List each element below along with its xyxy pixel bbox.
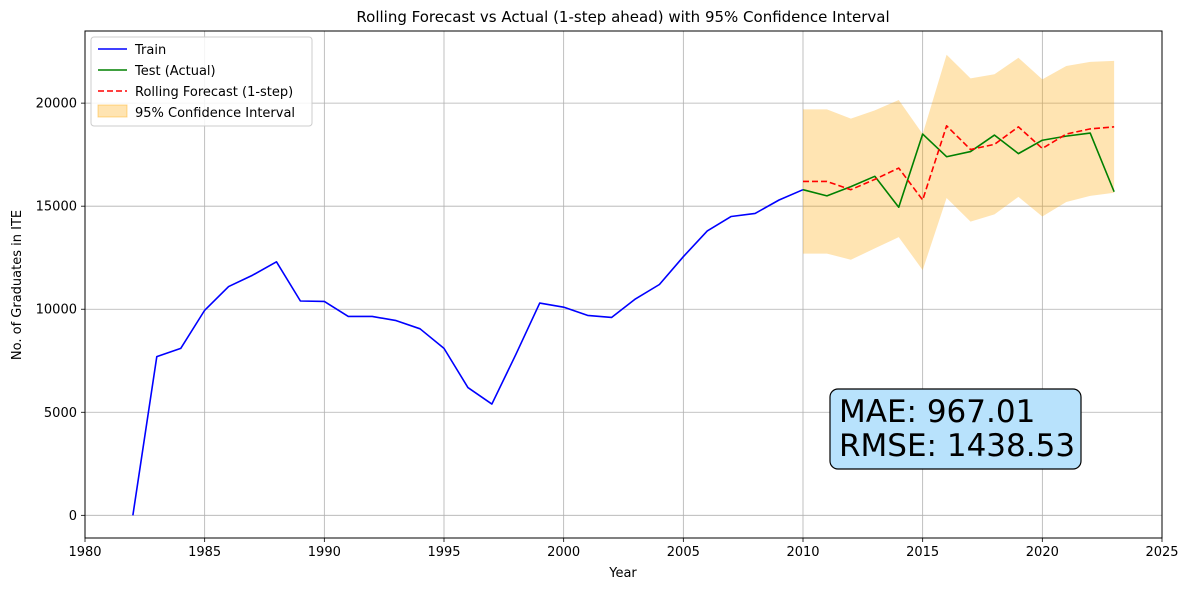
plot-frame	[84, 30, 1163, 539]
chart-title: Rolling Forecast vs Actual (1-step ahead…	[356, 8, 889, 26]
axis-ticks: 1980 1985 1990 1995 2000 2005 2010 2015 2020 2025…	[36, 97, 1179, 560]
y-tick-label: 5000	[44, 406, 77, 421]
y-tick-label: 20000	[36, 97, 77, 112]
x-tick-label: 1995	[427, 545, 460, 560]
metrics-box	[829, 388, 1082, 470]
legend-label-confidence-interval: 95% Confidence Interval	[135, 106, 295, 121]
x-tick-label: 2020	[1026, 545, 1059, 560]
x-tick-label: 1990	[308, 545, 341, 560]
y-tick-label: 0	[69, 509, 77, 524]
grid-lines	[84, 31, 1163, 538]
rmse-text: RMSE: 1438.53	[839, 428, 1075, 464]
x-tick-label: 2010	[786, 545, 819, 560]
x-tick-label: 1980	[68, 545, 101, 560]
x-tick-label: 2015	[906, 545, 939, 560]
data-layer	[132, 54, 1115, 516]
mae-text: MAE: 967.01	[839, 394, 1035, 430]
train-series-line	[132, 188, 804, 516]
legend-box	[90, 36, 313, 127]
x-tick-label: 1985	[188, 545, 221, 560]
y-axis-label: No. of Graduates in ITE	[10, 210, 25, 360]
y-tick-label: 10000	[36, 303, 77, 318]
legend-swatch-confidence-interval	[97, 104, 128, 118]
x-axis-label: Year	[608, 566, 637, 581]
y-tick-label: 15000	[36, 200, 77, 215]
confidence-interval-band	[803, 54, 1115, 271]
legend-label-rolling-forecast: Rolling Forecast (1-step)	[135, 85, 293, 100]
x-tick-label: 2005	[667, 545, 700, 560]
legend: Train Test (Actual) Rolling Forecast (1-…	[90, 36, 313, 127]
rolling-forecast-series-line	[803, 125, 1115, 201]
legend-label-test-actual: Test (Actual)	[134, 64, 216, 79]
metrics-annotation: MAE: 967.01 RMSE: 1438.53	[829, 388, 1082, 470]
legend-label-train: Train	[134, 43, 166, 58]
x-tick-label: 2000	[547, 545, 580, 560]
x-tick-label: 2025	[1145, 545, 1178, 560]
